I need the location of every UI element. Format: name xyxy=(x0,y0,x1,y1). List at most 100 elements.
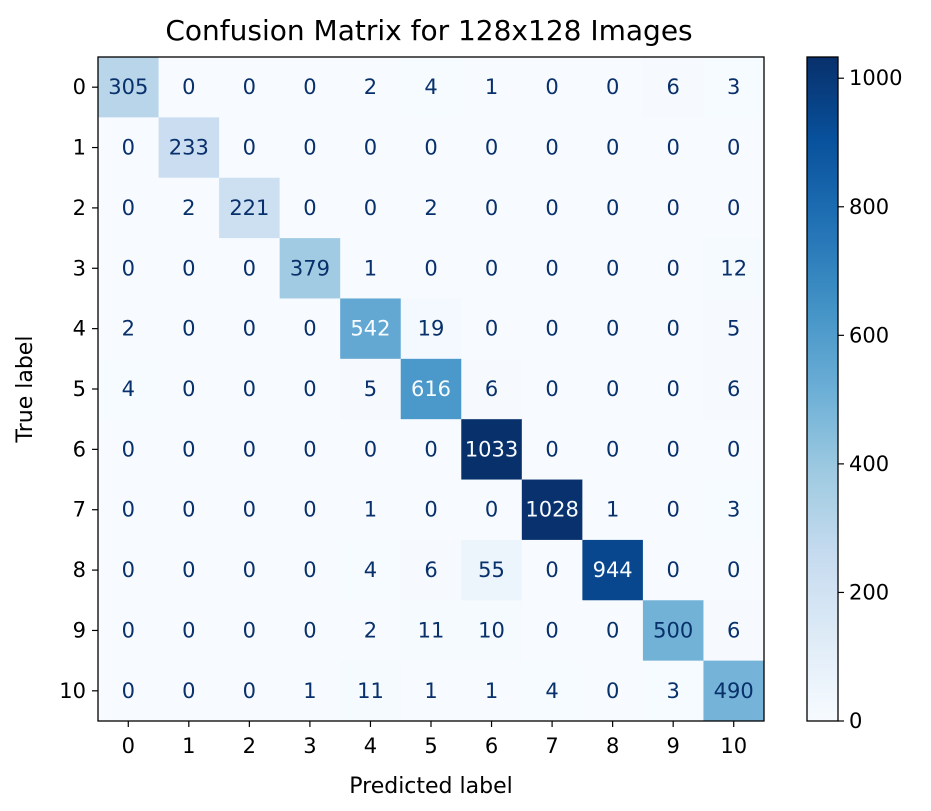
x-tick-label: 1 xyxy=(182,734,195,758)
cell-value-label: 0 xyxy=(666,498,679,522)
colorbar-tick-label: 400 xyxy=(849,452,889,476)
cell-value-label: 0 xyxy=(364,136,377,160)
heatmap-cell xyxy=(219,660,281,722)
heatmap-cell xyxy=(98,238,160,299)
cell-value-label: 0 xyxy=(606,618,619,642)
heatmap-cell xyxy=(158,117,220,179)
cell-value-label: 0 xyxy=(424,256,437,280)
heatmap-cell xyxy=(98,479,160,541)
heatmap-cell xyxy=(279,660,341,722)
heatmap-cell xyxy=(158,238,220,299)
cell-value-label: 0 xyxy=(727,558,740,582)
heatmap-cells xyxy=(98,57,765,722)
heatmap-cell xyxy=(461,539,523,601)
cell-value-label: 0 xyxy=(606,75,619,99)
heatmap-cell xyxy=(98,177,160,239)
cell-value-label: 11 xyxy=(357,679,384,703)
heatmap-cell xyxy=(98,600,160,662)
cell-value-label: 6 xyxy=(485,377,498,401)
cell-value-label: 1 xyxy=(485,75,498,99)
cell-value-label: 4 xyxy=(364,558,377,582)
x-axis-label: Predicted label xyxy=(349,774,512,799)
heatmap-cell xyxy=(703,177,765,239)
cell-value-label: 233 xyxy=(169,136,209,160)
cell-value-label: 944 xyxy=(593,558,633,582)
heatmap-cell xyxy=(219,600,281,662)
heatmap-cell xyxy=(340,238,402,299)
x-tick-label: 10 xyxy=(720,734,747,758)
heatmap-cell xyxy=(158,660,220,722)
heatmap-cell xyxy=(279,419,341,481)
colorbar-tick-label: 200 xyxy=(849,580,889,604)
cell-value-label: 3 xyxy=(727,75,740,99)
heatmap-cell xyxy=(521,358,583,420)
cell-value-label: 1 xyxy=(364,256,377,280)
heatmap-cell xyxy=(158,539,220,601)
cell-value-label: 0 xyxy=(182,75,195,99)
heatmap-cell xyxy=(158,479,220,541)
cell-value-label: 0 xyxy=(182,618,195,642)
cell-value-label: 0 xyxy=(243,317,256,341)
heatmap-cell xyxy=(642,479,704,541)
cell-value-label: 19 xyxy=(418,317,445,341)
heatmap-cell xyxy=(461,117,523,179)
cell-value-label: 0 xyxy=(545,437,558,461)
heatmap-cell xyxy=(400,600,462,662)
heatmap-cell xyxy=(521,479,583,541)
heatmap-cell xyxy=(642,660,704,722)
cell-value-label: 0 xyxy=(303,196,316,220)
cell-value-label: 1 xyxy=(424,679,437,703)
cell-value-label: 0 xyxy=(303,618,316,642)
heatmap-cell xyxy=(582,419,644,481)
x-tick-label: 3 xyxy=(303,734,316,758)
heatmap-cell xyxy=(158,358,220,420)
heatmap-cell xyxy=(582,600,644,662)
y-tick-label: 9 xyxy=(73,618,86,642)
heatmap-cell xyxy=(279,177,341,239)
heatmap-cell xyxy=(219,419,281,481)
heatmap-cell xyxy=(642,358,704,420)
y-tick-label: 1 xyxy=(73,136,86,160)
cell-value-label: 0 xyxy=(122,136,135,160)
heatmap-cell xyxy=(703,298,765,360)
cell-value-label: 0 xyxy=(666,256,679,280)
heatmap-cell xyxy=(582,660,644,722)
y-tick-label: 7 xyxy=(73,498,86,522)
heatmap-cell xyxy=(642,539,704,601)
cell-value-label: 0 xyxy=(182,317,195,341)
cell-value-label: 0 xyxy=(243,256,256,280)
cell-value-label: 0 xyxy=(606,437,619,461)
y-tick-label: 10 xyxy=(59,679,86,703)
cell-value-label: 0 xyxy=(303,498,316,522)
heatmap-cell xyxy=(219,177,281,239)
cell-value-label: 0 xyxy=(122,618,135,642)
cell-value-label: 0 xyxy=(606,679,619,703)
cell-value-label: 0 xyxy=(122,679,135,703)
cell-value-label: 0 xyxy=(606,136,619,160)
heatmap-cell xyxy=(703,358,765,420)
heatmap-cell xyxy=(521,419,583,481)
heatmap-cell-labels: 305 0 0 0 2 4 1 0 0 6 30 233 0 0 0 0 0 0 0 0 00 2 221 0 0 2 0 0 0 0 00… xyxy=(108,75,754,703)
heatmap-cell xyxy=(461,177,523,239)
cell-value-label: 0 xyxy=(303,437,316,461)
cell-value-label: 0 xyxy=(606,377,619,401)
heatmap-cell xyxy=(340,177,402,239)
cell-value-label: 0 xyxy=(182,377,195,401)
heatmap-cell xyxy=(340,117,402,179)
cell-value-label: 0 xyxy=(424,136,437,160)
colorbar-tick-label: 600 xyxy=(849,323,889,347)
heatmap-cell xyxy=(340,479,402,541)
heatmap-cell xyxy=(158,419,220,481)
heatmap-cell xyxy=(219,298,281,360)
heatmap-cell xyxy=(279,117,341,179)
cell-value-label: 0 xyxy=(727,136,740,160)
cell-value-label: 5 xyxy=(364,377,377,401)
x-tick-label: 9 xyxy=(666,734,679,758)
cell-value-label: 0 xyxy=(303,317,316,341)
heatmap-cell xyxy=(582,117,644,179)
heatmap-cell xyxy=(703,419,765,481)
cell-value-label: 542 xyxy=(350,317,390,341)
cell-value-label: 0 xyxy=(606,256,619,280)
heatmap-cell xyxy=(400,117,462,179)
x-tick-label: 4 xyxy=(364,734,377,758)
